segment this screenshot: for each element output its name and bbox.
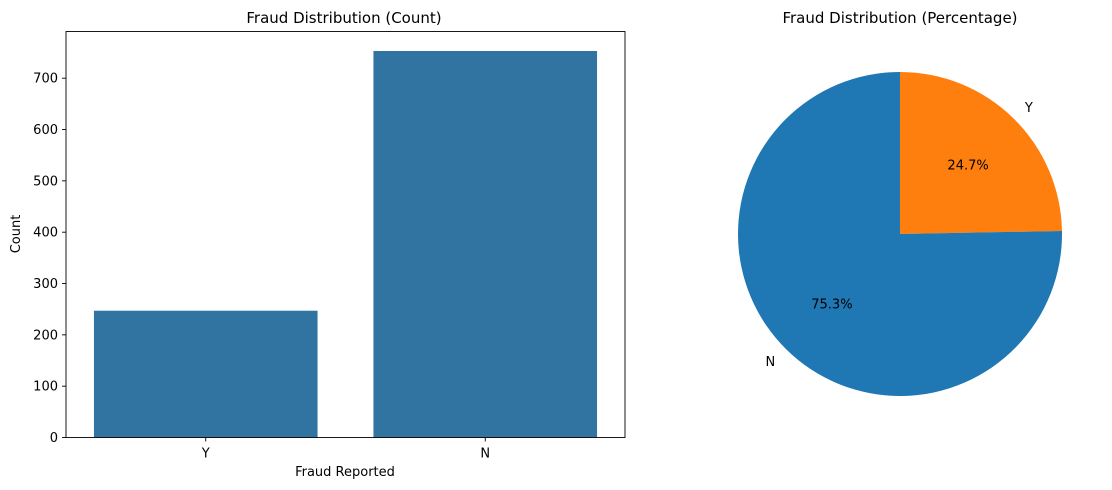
y-tick-label-200: 200 — [33, 328, 58, 343]
pie-category-label-Y: Y — [1024, 101, 1033, 116]
y-tick-label-0: 0 — [50, 431, 58, 446]
bar-N — [373, 51, 598, 438]
y-tick-label-100: 100 — [33, 380, 58, 395]
pie-labels: 24.7% Y 75.3% N — [765, 101, 1032, 370]
x-tick-label-Y: Y — [201, 447, 210, 462]
bar-axes-frame — [65, 31, 626, 438]
bar-y-axis-label: Count — [9, 215, 24, 254]
y-tick-label-500: 500 — [33, 174, 58, 189]
pie-pct-label-N: 75.3% — [811, 297, 852, 312]
pie-pct-label-Y: 24.7% — [947, 159, 988, 174]
bar-chart-title: Fraud Distribution (Count) — [246, 9, 441, 27]
bar-chart: Fraud Distribution (Count) 0 100 200 300 400… — [9, 9, 626, 480]
bar-plot-area — [93, 51, 598, 438]
y-tick-label-700: 700 — [33, 72, 58, 87]
bar-y-axis: 0 100 200 300 400 500 600 700 — [33, 72, 66, 446]
pie-slices — [737, 71, 1062, 396]
y-tick-label-600: 600 — [33, 123, 58, 138]
y-tick-label-400: 400 — [33, 226, 58, 241]
bar-Y — [93, 310, 318, 438]
bar-x-axis-label: Fraud Reported — [295, 465, 395, 480]
pie-chart-title: Fraud Distribution (Percentage) — [782, 9, 1017, 27]
pie-category-label-N: N — [765, 355, 775, 370]
pie-slice-Y — [900, 72, 1062, 234]
pie-slice-N — [737, 71, 1062, 396]
y-tick-label-300: 300 — [33, 277, 58, 292]
x-tick-label-N: N — [480, 447, 490, 462]
pie-chart: Fraud Distribution (Percentage) 24.7% Y 75… — [737, 9, 1062, 396]
